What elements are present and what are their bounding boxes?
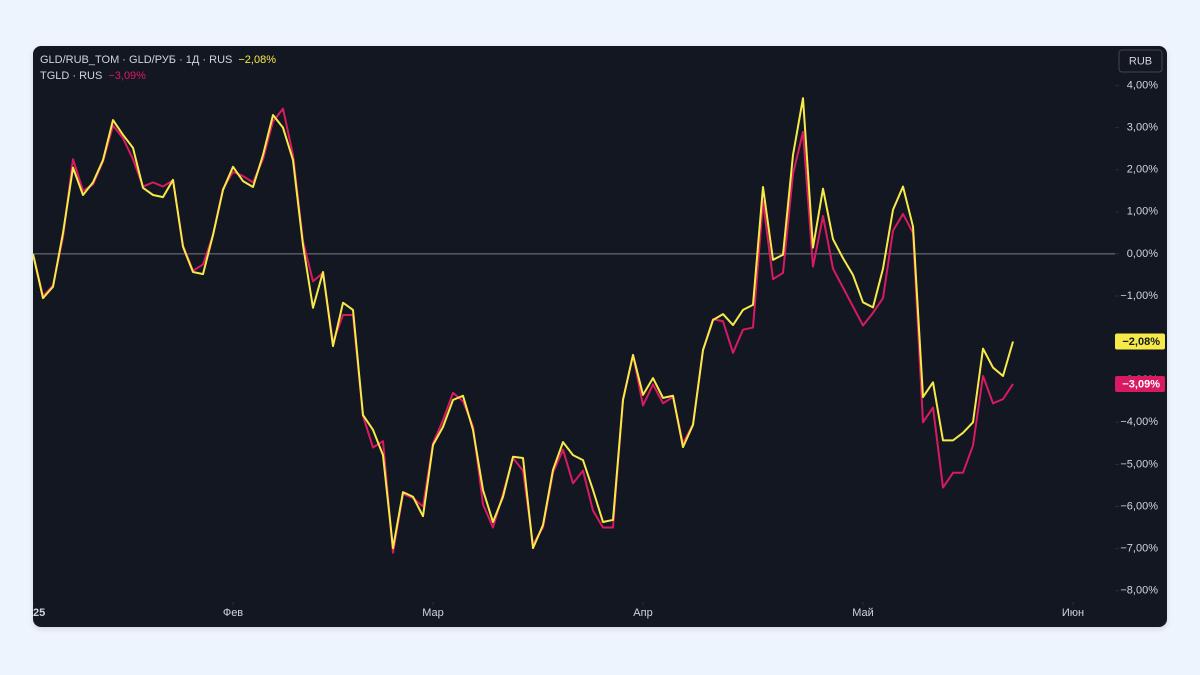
x-tick-label: Апр [633, 607, 652, 619]
price-badge [1115, 375, 1165, 392]
y-tick-label: −5,00% [1120, 458, 1158, 470]
x-tick-label: Май [852, 607, 874, 619]
y-tick-label: 4,00% [1127, 79, 1158, 91]
y-tick-label: 1,00% [1127, 206, 1158, 218]
chart-card: 4,00%3,00%2,00%1,00%0,00%−1,00%−2,00%−3,… [33, 46, 1167, 627]
y-tick-label: −1,00% [1120, 290, 1158, 302]
y-tick-label: −6,00% [1120, 500, 1158, 512]
price-badges: −3,09% −2,08% [1115, 333, 1165, 392]
price-badge [1115, 333, 1165, 350]
y-tick-label: 2,00% [1127, 164, 1158, 176]
series-line [33, 97, 1014, 550]
legend-name: TGLD · RUS [40, 70, 102, 82]
chart: 4,00%3,00%2,00%1,00%0,00%−1,00%−2,00%−3,… [33, 49, 1165, 619]
legend: GLD/RUB_TOM · GLD/РУБ · 1Д · RUS −2,08% TG… [40, 54, 276, 82]
y-tick-label: 0,00% [1127, 248, 1158, 260]
currency-button[interactable] [1118, 49, 1163, 73]
y-tick-label: −4,00% [1120, 416, 1158, 428]
legend-value: −2,08% [238, 54, 276, 66]
x-axis: 25 Фев Мар Апр Май Июн [33, 602, 1084, 619]
price-badge-label: −2,08% [1122, 336, 1160, 348]
price-badge-label: −3,09% [1122, 378, 1160, 390]
series-line [33, 107, 1014, 554]
y-tick-label: 3,00% [1127, 122, 1158, 134]
x-tick-label: Июн [1062, 607, 1084, 619]
x-tick-label: Фев [223, 607, 243, 619]
plot-area [33, 97, 1115, 554]
x-tick-label: Мар [422, 607, 444, 619]
legend-name: GLD/RUB_TOM · GLD/РУБ · 1Д · RUS [40, 54, 232, 66]
currency-label[interactable]: RUB [1129, 55, 1152, 67]
x-tick-label: 25 [33, 607, 45, 619]
legend-value: −3,09% [108, 70, 146, 82]
y-tick-label: −7,00% [1120, 542, 1158, 554]
y-tick-label: −8,00% [1120, 585, 1158, 597]
